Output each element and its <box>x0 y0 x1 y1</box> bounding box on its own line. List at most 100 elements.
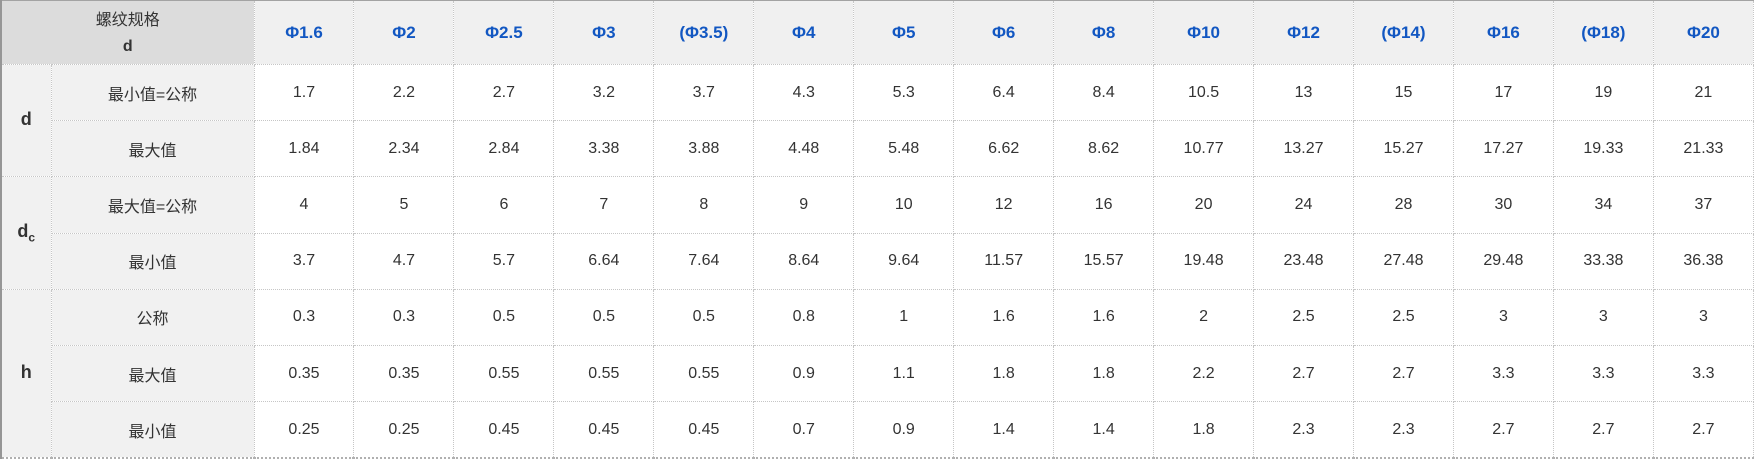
value-cell: 0.45 <box>553 401 655 459</box>
value-cell: 9.64 <box>853 232 955 290</box>
value-cell: 30 <box>1452 176 1554 234</box>
value-cell: 3 <box>1552 288 1654 347</box>
column-header-size: Φ16 <box>1452 0 1554 65</box>
value-cell: 20 <box>1153 176 1255 234</box>
value-cell: 0.35 <box>353 345 455 403</box>
row-group-key-text: d <box>20 108 32 129</box>
value-cell: 3.7 <box>653 63 755 122</box>
value-cell: 2.2 <box>1153 345 1255 403</box>
value-cell: 29.48 <box>1452 232 1554 290</box>
column-header-size: Φ20 <box>1652 0 1754 65</box>
value-cell: 3.7 <box>253 232 355 290</box>
value-cell: 6.62 <box>953 120 1055 178</box>
value-cell: 1.8 <box>1053 345 1155 403</box>
value-cell: 13 <box>1253 63 1354 122</box>
value-cell: 5 <box>353 176 455 234</box>
value-cell: 2.7 <box>1652 401 1754 459</box>
row-group-key-dc: dc <box>0 176 52 290</box>
value-cell: 3.3 <box>1652 345 1754 403</box>
value-cell: 3.3 <box>1452 345 1554 403</box>
value-cell: 2.7 <box>1353 345 1454 403</box>
value-cell: 3.3 <box>1552 345 1654 403</box>
value-cell: 0.55 <box>453 345 555 403</box>
value-cell: 15.27 <box>1353 120 1454 178</box>
value-cell: 21 <box>1652 63 1754 122</box>
value-cell: 28 <box>1353 176 1454 234</box>
column-header-size: (Φ14) <box>1353 0 1454 65</box>
value-cell: 7 <box>553 176 655 234</box>
value-cell: 37 <box>1652 176 1754 234</box>
value-cell: 24 <box>1253 176 1354 234</box>
value-cell: 1.84 <box>253 120 355 178</box>
value-cell: 3.38 <box>553 120 655 178</box>
value-cell: 5.7 <box>453 232 555 290</box>
header-row: 螺纹规格 d Φ1.6 Φ2 Φ2.5 Φ3 (Φ3.5) Φ4 Φ5 Φ6 Φ8 Φ10 Φ12(… <box>0 0 1754 65</box>
value-cell: 2.34 <box>353 120 455 178</box>
value-cell: 3.2 <box>553 63 655 122</box>
value-cell: 2.7 <box>1552 401 1654 459</box>
row-label: 最大值 <box>50 345 255 403</box>
value-cell: 5.3 <box>853 63 955 122</box>
value-cell: 17.27 <box>1452 120 1554 178</box>
value-cell: 2.7 <box>1452 401 1554 459</box>
value-cell: 5.48 <box>853 120 955 178</box>
column-header-size: Φ1.6 <box>253 0 355 65</box>
value-cell: 4.48 <box>753 120 855 178</box>
value-cell: 1 <box>853 288 955 347</box>
value-cell: 6 <box>453 176 555 234</box>
value-cell: 16 <box>1053 176 1155 234</box>
row-group-key-text: h <box>20 361 32 382</box>
value-cell: 33.38 <box>1552 232 1654 290</box>
column-header-size: (Φ18) <box>1552 0 1654 65</box>
value-cell: 0.7 <box>753 401 855 459</box>
value-cell: 12 <box>953 176 1055 234</box>
column-header-size: Φ3 <box>553 0 655 65</box>
column-header-size: Φ12 <box>1253 0 1354 65</box>
column-header-size: (Φ3.5) <box>653 0 755 65</box>
value-cell: 1.7 <box>253 63 355 122</box>
value-cell: 10 <box>853 176 955 234</box>
row-label: 最小值 <box>50 401 255 459</box>
table-row: 最小值 3.7 4.7 5.7 6.64 7.64 8.64 9.64 11.57 15.57 1… <box>1 232 1754 290</box>
value-cell: 2 <box>1153 288 1255 347</box>
value-cell: 0.5 <box>653 288 755 347</box>
value-cell: 0.45 <box>453 401 555 459</box>
value-cell: 0.5 <box>553 288 655 347</box>
value-cell: 8.64 <box>753 232 855 290</box>
row-label: 最大值 <box>50 120 255 178</box>
value-cell: 17 <box>1452 63 1554 122</box>
value-cell: 1.8 <box>953 345 1055 403</box>
row-label: 最小值=公称 <box>50 63 255 122</box>
table-row: 最小值 0.25 0.25 0.45 0.45 0.45 0.7 0.9 1.4 1.4 1.8 2… <box>1 401 1754 459</box>
value-cell: 15.57 <box>1053 232 1155 290</box>
table-row: d 最小值=公称 1.7 2.2 2.7 3.2 3.7 4.3 5.3 6.4 8.4 10.5… <box>0 63 1754 178</box>
value-cell: 0.55 <box>653 345 755 403</box>
value-cell: 21.33 <box>1652 120 1754 178</box>
value-cell: 19.48 <box>1153 232 1255 290</box>
corner-header-thread-spec: 螺纹规格 d <box>0 0 255 65</box>
value-cell: 3 <box>1652 288 1754 347</box>
column-header-size: Φ2.5 <box>453 0 555 65</box>
value-cell: 10.5 <box>1153 63 1255 122</box>
value-cell: 8.62 <box>1053 120 1155 178</box>
column-header-size: Φ8 <box>1053 0 1155 65</box>
value-cell: 2.3 <box>1253 401 1354 459</box>
row-group-key-subscript: c <box>28 230 36 245</box>
value-cell: 4.3 <box>753 63 855 122</box>
value-cell: 15 <box>1353 63 1454 122</box>
value-cell: 0.25 <box>253 401 355 459</box>
column-header-size: Φ10 <box>1153 0 1255 65</box>
value-cell: 0.9 <box>853 401 955 459</box>
value-cell: 19.33 <box>1552 120 1654 178</box>
value-cell: 9 <box>753 176 855 234</box>
row-label: 最小值 <box>50 232 255 290</box>
value-cell: 6.64 <box>553 232 655 290</box>
value-cell: 10.77 <box>1153 120 1255 178</box>
value-cell: 3 <box>1452 288 1554 347</box>
value-cell: 27.48 <box>1353 232 1454 290</box>
value-cell: 1.1 <box>853 345 955 403</box>
value-cell: 2.84 <box>453 120 555 178</box>
value-cell: 2.7 <box>1253 345 1354 403</box>
value-cell: 34 <box>1552 176 1654 234</box>
table-row: h 公称 0.3 0.3 0.5 0.5 0.5 0.8 1 1.6 1.6 2 2.5 2.5 3 3 3 <box>0 288 1754 459</box>
